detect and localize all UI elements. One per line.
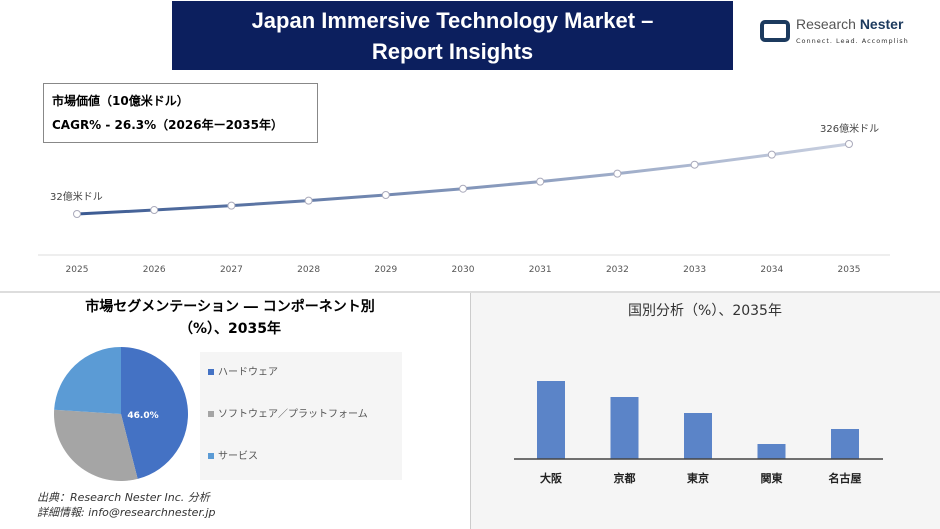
logo-mark-icon	[760, 20, 790, 42]
report-title: Japan Immersive Technology Market – Repo…	[172, 1, 733, 70]
source-note: 出典：Research Nester Inc. 分析 詳細情報: info@re…	[37, 490, 216, 520]
pie-title-line-1: 市場セグメンテーション ― コンポーネント別	[85, 299, 375, 315]
pie-legend: ハードウェア ソフトウェア／プラットフォーム サービス	[200, 352, 402, 480]
cagr-label: CAGR% - 26.3%（2026年ー2035年）	[52, 118, 283, 132]
bar	[610, 397, 639, 459]
info-box: 市場価値（10億米ドル） CAGR% - 26.3%（2026年ー2035年）	[43, 83, 318, 143]
x-tick-label: 2027	[220, 265, 243, 275]
x-tick-label: 2034	[760, 265, 783, 275]
pie-data-label: 46.0%	[127, 411, 158, 421]
data-point	[459, 184, 467, 193]
research-nester-logo: Research Nester Connect. Lead. Accomplis…	[760, 16, 910, 50]
data-point	[613, 169, 622, 178]
source-line-1: 出典：Research Nester Inc. 分析	[37, 491, 210, 504]
x-tick-label: 2030	[452, 265, 475, 275]
category-label: 大阪	[540, 471, 563, 485]
market-value-line	[76, 142, 850, 216]
x-tick-label: 2033	[683, 265, 706, 275]
data-point	[767, 150, 776, 159]
category-label: 関東	[761, 471, 784, 485]
data-point	[227, 201, 236, 210]
data-point	[304, 196, 313, 205]
pie-title-line-2: （%）、2035年	[179, 321, 281, 337]
data-point	[73, 210, 81, 218]
legend-item-software: ソフトウェア／プラットフォーム	[208, 408, 368, 422]
x-tick-label: 2035	[838, 265, 861, 275]
data-point	[381, 190, 390, 199]
first-data-label: 32億米ドル	[50, 190, 103, 203]
source-line-2: 詳細情報: info@researchnester.jp	[37, 506, 216, 519]
x-tick-label: 2028	[297, 265, 320, 275]
bar	[831, 429, 859, 459]
logo-name: Research Nester	[796, 16, 904, 32]
x-tick-label: 2029	[374, 265, 397, 275]
pie-slice	[54, 409, 138, 481]
category-label: 東京	[687, 471, 709, 485]
bar	[757, 444, 786, 459]
region-bar-chart: 大阪 京都 東京 関東 名古屋	[514, 381, 883, 485]
title-line-1: Japan Immersive Technology Market –	[251, 8, 654, 33]
pie-title: 市場セグメンテーション ― コンポーネント別 （%）、2035年	[40, 296, 420, 340]
divider	[0, 291, 940, 293]
category-label: 名古屋	[829, 471, 862, 485]
data-point	[690, 160, 699, 169]
market-value-label: 市場価値（10億米ドル）	[52, 94, 189, 108]
logo-tagline: Connect. Lead. Accomplish	[796, 37, 909, 45]
bar-title: 国別分析（%）、2035年	[628, 303, 782, 319]
data-point	[150, 206, 159, 215]
bar	[684, 413, 712, 459]
x-tick-label: 2031	[529, 265, 552, 275]
data-point	[536, 177, 545, 186]
pie-slice	[54, 347, 121, 414]
x-tick-label: 2032	[606, 265, 629, 275]
segment-pie-chart: 46.0%	[54, 347, 188, 481]
title-line-2: Report Insights	[371, 39, 534, 64]
category-label: 京都	[614, 471, 636, 485]
last-data-label: 326億米ドル	[820, 122, 879, 135]
legend-item-hardware: ハードウェア	[208, 366, 278, 380]
pie-slice	[121, 347, 188, 479]
bar	[537, 381, 565, 459]
data-point	[845, 140, 853, 148]
x-tick-label: 2025	[66, 265, 89, 275]
legend-item-services: サービス	[208, 450, 258, 464]
x-tick-label: 2026	[143, 265, 166, 275]
